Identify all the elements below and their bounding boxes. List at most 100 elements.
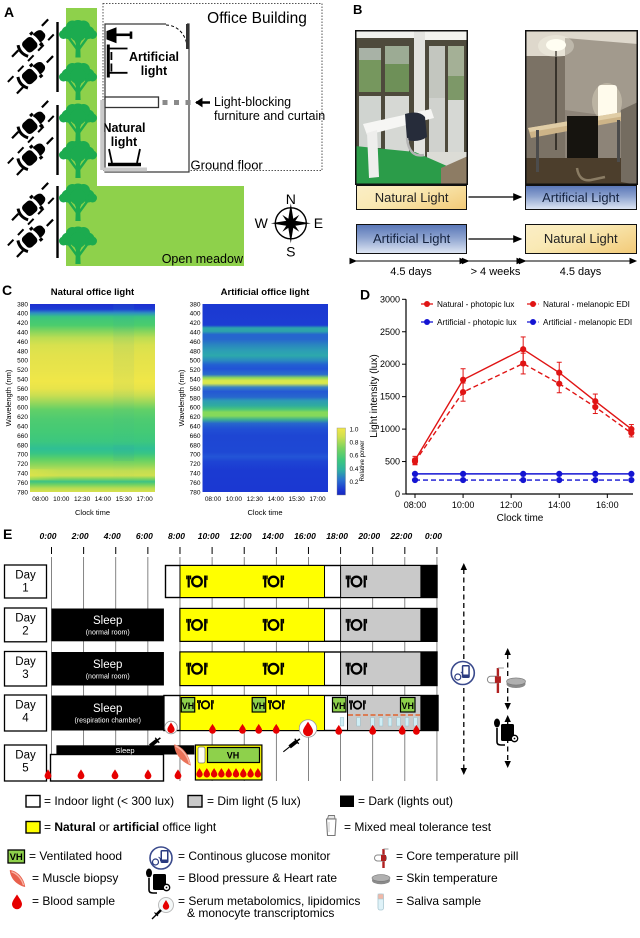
svg-text:= Blood pressure & Heart rate: = Blood pressure & Heart rate [178, 871, 337, 885]
svg-text:14:00: 14:00 [262, 531, 284, 541]
svg-text:10:00: 10:00 [226, 496, 243, 503]
svg-text:480: 480 [190, 348, 201, 355]
svg-text:680: 680 [190, 442, 201, 449]
svg-text:= Core temperature pill: = Core temperature pill [396, 849, 518, 863]
svg-text:3: 3 [22, 669, 28, 681]
svg-text:Ground floor: Ground floor [191, 158, 264, 173]
svg-text:08:00: 08:00 [404, 500, 427, 510]
svg-text:Day: Day [15, 656, 36, 668]
svg-text:Light intensity (lux): Light intensity (lux) [369, 354, 380, 437]
svg-text:= Serum metabolomics, lipidomi: = Serum metabolomics, lipidomics [178, 894, 360, 908]
svg-text:Sleep: Sleep [93, 615, 122, 627]
svg-text:540: 540 [17, 377, 28, 384]
svg-text:520: 520 [190, 367, 201, 374]
svg-text:4:00: 4:00 [103, 531, 121, 541]
svg-text:620: 620 [190, 414, 201, 421]
svg-text:780: 780 [190, 489, 201, 496]
svg-text:620: 620 [17, 414, 28, 421]
svg-text:N: N [286, 191, 296, 207]
svg-text:500: 500 [385, 457, 400, 467]
svg-text:12:30: 12:30 [74, 496, 91, 503]
svg-text:780: 780 [17, 489, 28, 496]
svg-text:light: light [141, 64, 168, 78]
svg-text:= Saliva sample: = Saliva sample [396, 894, 481, 908]
svg-text:660: 660 [17, 433, 28, 440]
svg-text:400: 400 [17, 311, 28, 318]
svg-text:08:00: 08:00 [205, 496, 222, 503]
svg-text:16:00: 16:00 [596, 500, 619, 510]
svg-text:10:00: 10:00 [198, 531, 220, 541]
svg-text:480: 480 [17, 348, 28, 355]
svg-text:Natural office light: Natural office light [51, 287, 135, 298]
svg-text:= Skin temperature: = Skin temperature [396, 871, 498, 885]
svg-text:Day: Day [15, 570, 36, 582]
svg-text:Open meadow: Open meadow [162, 252, 244, 266]
svg-text:12:00: 12:00 [230, 531, 252, 541]
svg-text:VH: VH [401, 701, 414, 711]
svg-text:Clock time: Clock time [75, 508, 110, 517]
svg-text:furniture and curtain: furniture and curtain [214, 109, 325, 123]
svg-text:C: C [2, 282, 12, 298]
svg-text:380: 380 [17, 301, 28, 308]
svg-text:3000: 3000 [380, 294, 400, 304]
svg-text:740: 740 [17, 471, 28, 478]
svg-text:Day: Day [15, 700, 36, 712]
svg-text:22:00: 22:00 [389, 531, 412, 541]
svg-text:= Indoor light (< 300 lux): = Indoor light (< 300 lux) [44, 794, 174, 808]
svg-text:VH: VH [253, 701, 266, 711]
svg-text:460: 460 [17, 339, 28, 346]
svg-text:460: 460 [190, 339, 201, 346]
svg-text:1.0: 1.0 [350, 427, 359, 434]
svg-text:0.6: 0.6 [350, 453, 359, 460]
svg-text:580: 580 [17, 395, 28, 402]
svg-text:680: 680 [17, 442, 28, 449]
svg-text:4.5 days: 4.5 days [390, 266, 432, 278]
svg-text:700: 700 [190, 452, 201, 459]
svg-text:= Muscle biopsy: = Muscle biopsy [32, 871, 118, 885]
svg-text:Natural - photopic lux: Natural - photopic lux [437, 300, 514, 309]
svg-text:0:00: 0:00 [425, 531, 442, 541]
svg-text:600: 600 [190, 405, 201, 412]
svg-text:640: 640 [190, 424, 201, 431]
svg-text:600: 600 [17, 405, 28, 412]
svg-text:VH: VH [10, 852, 23, 863]
svg-text:VH: VH [182, 701, 195, 711]
svg-text:= Dark (lights out): = Dark (lights out) [358, 794, 453, 808]
svg-text:light: light [111, 135, 138, 149]
svg-text:Relative power: Relative power [359, 441, 366, 482]
svg-text:16:00: 16:00 [294, 531, 316, 541]
svg-text:Sleep: Sleep [93, 703, 122, 715]
svg-text:Clock time: Clock time [247, 508, 282, 517]
svg-text:0.2: 0.2 [350, 479, 359, 486]
svg-text:660: 660 [190, 433, 201, 440]
svg-text:2: 2 [22, 626, 28, 638]
svg-text:10:00: 10:00 [452, 500, 475, 510]
svg-text:(normal room): (normal room) [86, 629, 130, 636]
svg-text:D: D [360, 287, 370, 303]
svg-text:6:00: 6:00 [136, 531, 153, 541]
svg-text:380: 380 [190, 301, 201, 308]
svg-text:Natural - melanopic EDI: Natural - melanopic EDI [543, 300, 630, 309]
svg-text:E: E [3, 526, 12, 542]
svg-text:Sleep: Sleep [93, 659, 122, 671]
svg-text:17:00: 17:00 [136, 496, 153, 503]
svg-text:14:00: 14:00 [95, 496, 112, 503]
svg-text:740: 740 [190, 471, 201, 478]
svg-text:440: 440 [17, 330, 28, 337]
svg-text:520: 520 [17, 367, 28, 374]
svg-text:0.4: 0.4 [350, 466, 359, 473]
svg-text:420: 420 [190, 320, 201, 327]
svg-text:Light-blocking: Light-blocking [214, 95, 291, 109]
svg-text:700: 700 [17, 452, 28, 459]
svg-text:540: 540 [190, 377, 201, 384]
svg-text:Clock time: Clock time [497, 513, 544, 524]
svg-text:720: 720 [190, 461, 201, 468]
svg-text:E: E [314, 215, 323, 231]
svg-text:20:00: 20:00 [357, 531, 380, 541]
svg-text:S: S [286, 243, 295, 259]
svg-text:2500: 2500 [380, 327, 400, 337]
svg-text:= Dim light (5 lux): = Dim light (5 lux) [207, 794, 301, 808]
svg-text:0: 0 [395, 489, 400, 499]
svg-text:= Mixed meal tolerance test: = Mixed meal tolerance test [344, 820, 492, 834]
svg-text:1000: 1000 [380, 424, 400, 434]
